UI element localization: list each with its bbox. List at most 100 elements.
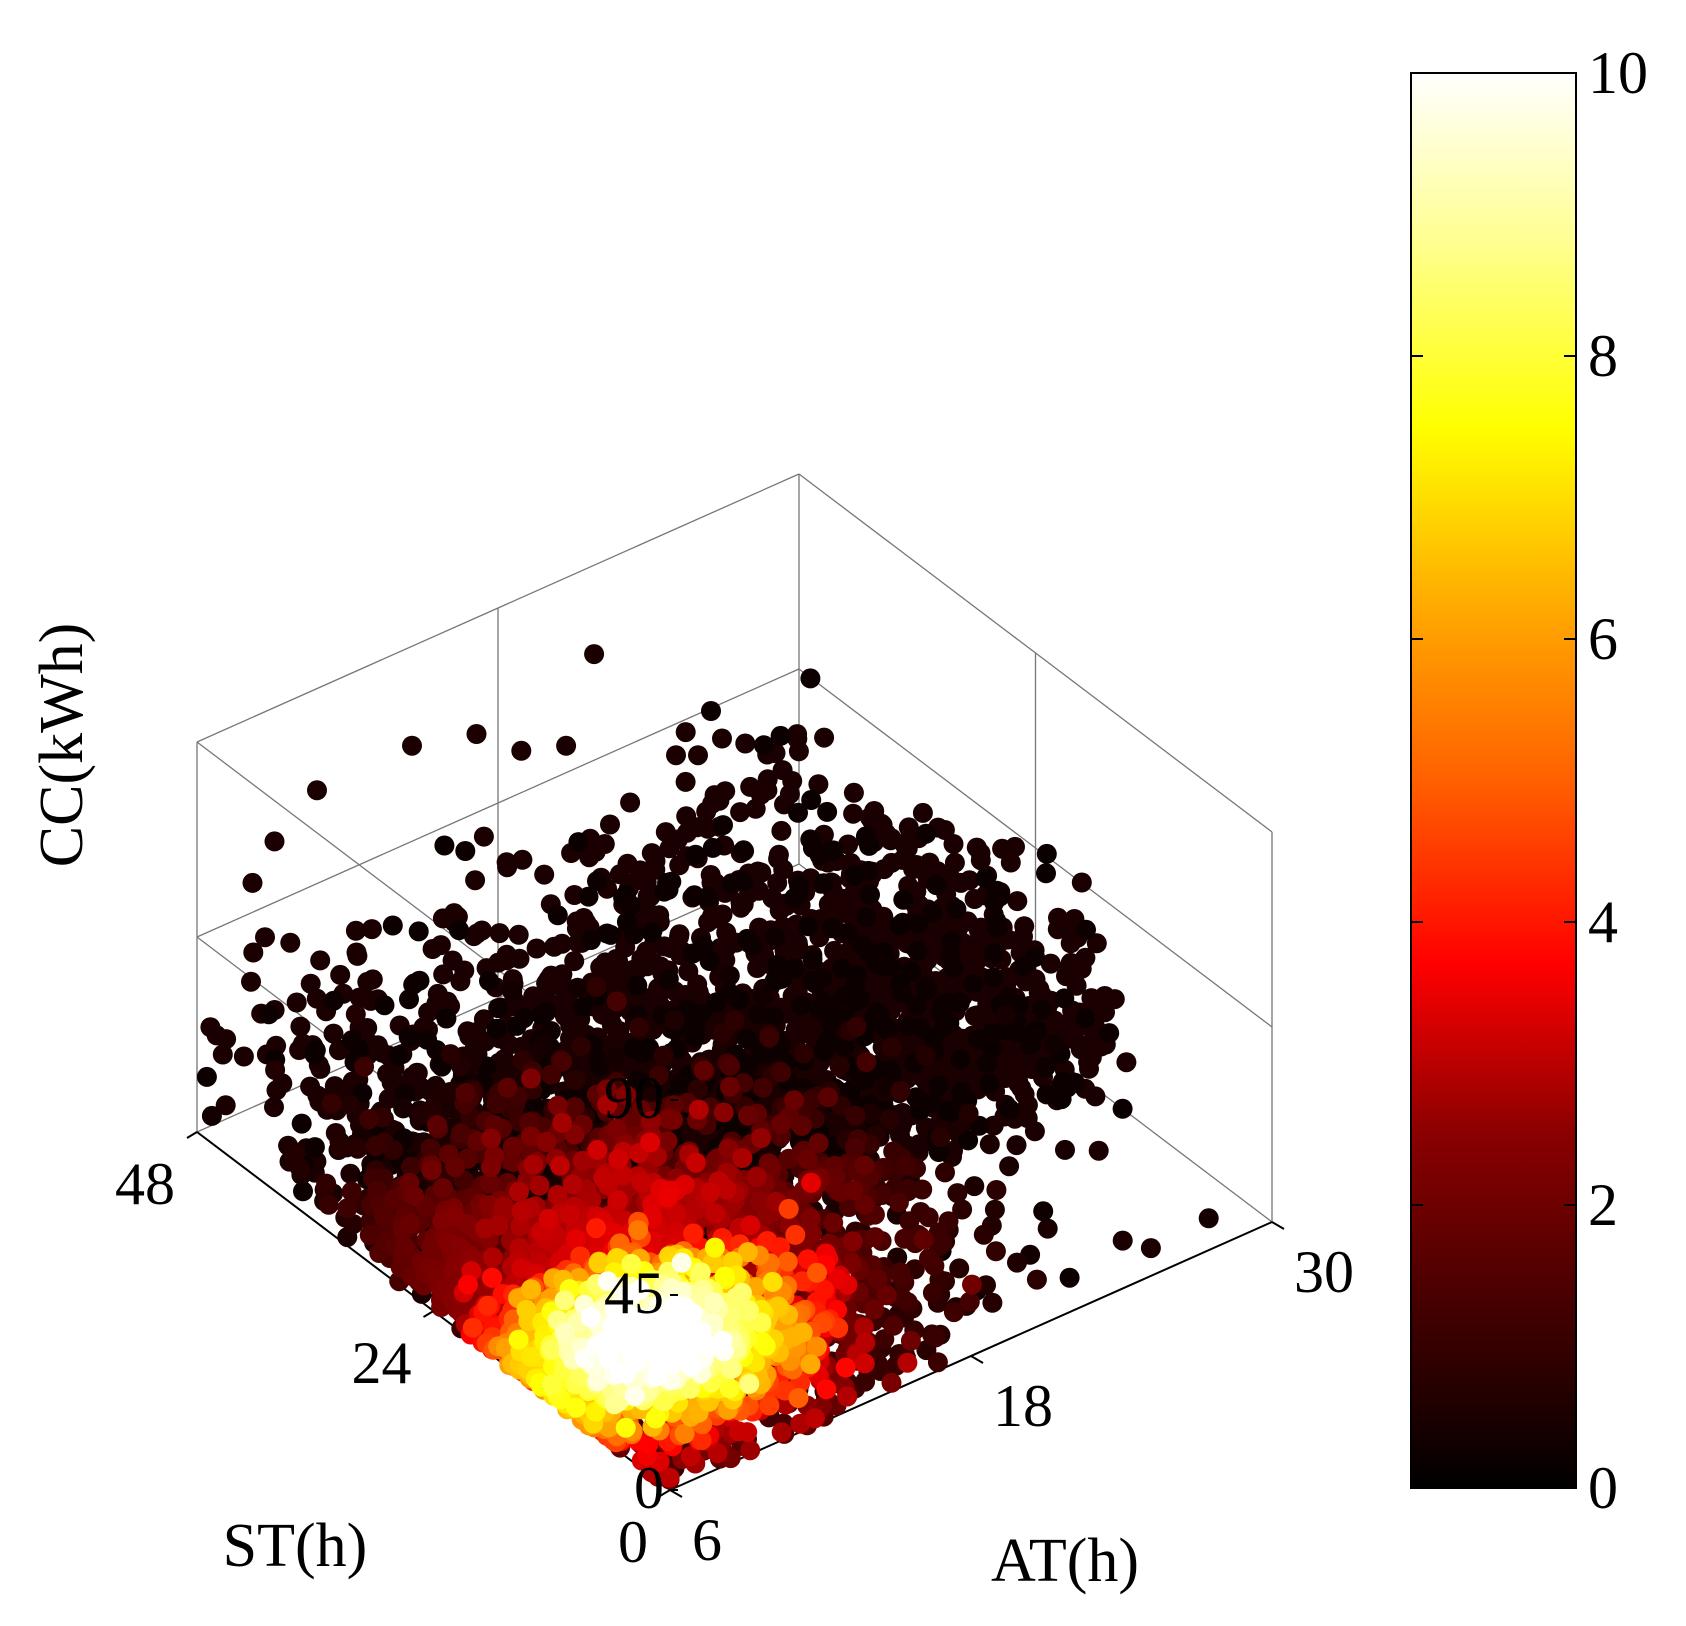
scatter-point [837, 1386, 858, 1407]
scatter-point [740, 1215, 761, 1236]
scatter-point [846, 1016, 867, 1037]
scatter-point [471, 920, 492, 941]
scatter-point [1116, 1052, 1137, 1073]
scatter-point [1044, 1034, 1065, 1055]
scatter-point [1017, 1108, 1038, 1129]
scatter-point [600, 814, 620, 835]
scatter-point [860, 1103, 881, 1124]
scatter-point [705, 1203, 726, 1224]
scatter-point [417, 1029, 438, 1050]
scatter-point [367, 1035, 388, 1056]
scatter-point [455, 1083, 476, 1103]
scatter-point [421, 1099, 442, 1120]
scatter-point [284, 1143, 305, 1164]
scatter-point [922, 1282, 943, 1303]
scatter-point [346, 942, 367, 963]
scatter-point [983, 967, 1004, 988]
scatter-point [669, 926, 689, 947]
scatter-point [607, 1190, 628, 1211]
scatter-point [866, 1002, 887, 1022]
scatter-point [393, 1098, 414, 1119]
scatter-point [983, 943, 1004, 964]
scatter-point [880, 830, 901, 851]
scatter-point [509, 948, 530, 969]
scatter-point [440, 1044, 461, 1065]
scatter-point [641, 1110, 662, 1131]
scatter-point [976, 1275, 996, 1296]
scatter-point [426, 1115, 447, 1135]
scatter-point [572, 1150, 593, 1171]
scatter-point [855, 1332, 876, 1353]
scatter-point [814, 727, 835, 748]
scatter-point [989, 886, 1010, 907]
scatter-point [466, 724, 487, 744]
scatter-point [499, 1034, 520, 1055]
scatter-point [788, 802, 808, 823]
scatter-point [280, 932, 301, 953]
scatter-point [825, 901, 846, 922]
scatter-point [685, 1016, 706, 1037]
scatter-point [266, 1080, 287, 1101]
scatter-point [835, 1357, 856, 1378]
scatter-point [688, 1099, 709, 1120]
scatter-point [445, 1157, 466, 1178]
scatter-point [398, 1027, 419, 1047]
scatter-point [906, 1087, 926, 1108]
scatter-point [765, 926, 786, 947]
scatter-point [732, 1148, 753, 1168]
scatter-point [503, 1151, 523, 1172]
scatter-point [1060, 933, 1081, 954]
scatter-point [502, 981, 523, 1002]
scatter-point [400, 1156, 421, 1177]
scatter-point [1048, 907, 1068, 928]
scatter-point [648, 1065, 669, 1086]
scatter-point [784, 1090, 805, 1111]
scatter-point [606, 991, 627, 1012]
scatter-point [620, 792, 641, 813]
scatter-point [818, 1087, 839, 1108]
scatter-point [538, 1208, 559, 1229]
scatter-point [691, 1430, 712, 1451]
scatter-point [1112, 1230, 1133, 1251]
scatter-point [1059, 1028, 1080, 1049]
scatter-point [300, 973, 321, 994]
scatter-point [778, 1198, 799, 1219]
scatter-point [653, 1045, 674, 1066]
scatter-point [458, 1274, 478, 1295]
scatter-point [759, 1027, 780, 1048]
scatter-point [724, 1010, 745, 1031]
scatter-point [879, 1109, 900, 1130]
scatter-point [552, 1051, 573, 1072]
scatter-point [586, 976, 607, 997]
scatter-point [943, 834, 964, 854]
scatter-point [730, 897, 751, 918]
scatter-point [699, 951, 720, 971]
scatter-point [719, 965, 740, 986]
scatter-point [668, 829, 688, 850]
scatter-point [701, 701, 721, 721]
scatter-point [361, 919, 382, 940]
scatter-point [233, 1046, 254, 1067]
scatter-point [628, 1017, 649, 1038]
scatter-point [888, 1192, 909, 1213]
scatter-point [1025, 947, 1045, 967]
scatter-point [764, 1007, 784, 1028]
scatter-point [628, 1070, 649, 1091]
scatter-point [958, 1103, 979, 1124]
scatter-point [340, 1163, 361, 1184]
scatter-point [547, 905, 568, 926]
scatter-point [1075, 1008, 1096, 1029]
scatter-point [752, 986, 773, 1006]
scatter-point [1007, 1252, 1027, 1273]
scatter-point [565, 1070, 586, 1090]
scatter-point [377, 1063, 398, 1084]
scatter-point [834, 986, 854, 1006]
scatter-point [901, 961, 922, 982]
scatter-point [1075, 947, 1096, 968]
scatter-point [1036, 843, 1057, 864]
scatter-point [658, 969, 679, 989]
grid-line [798, 668, 1273, 1028]
scatter-point [983, 1115, 1004, 1136]
scatter-point [770, 725, 791, 746]
scatter-point [808, 774, 829, 795]
